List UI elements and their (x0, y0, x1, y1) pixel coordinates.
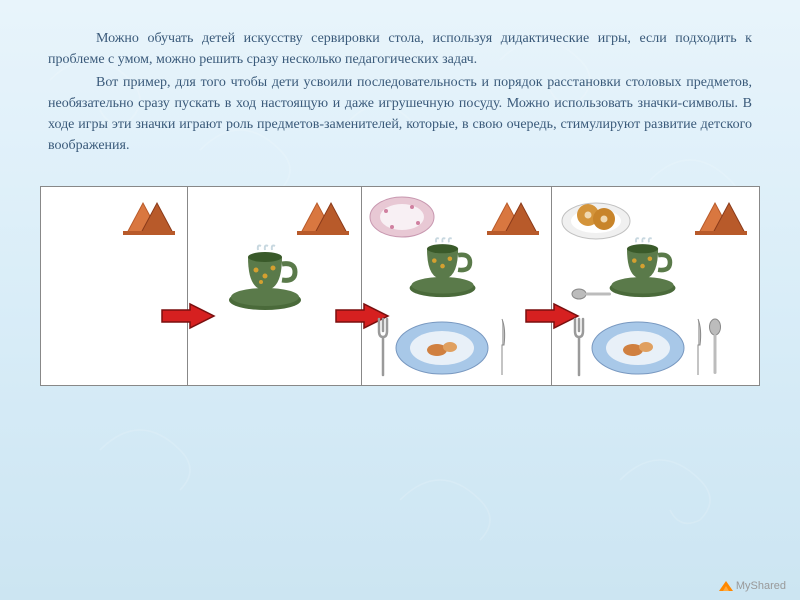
fork-icon (572, 317, 586, 379)
teacup-icon (404, 235, 482, 299)
spoon-small-icon (570, 287, 614, 301)
table-setting-diagram (40, 186, 760, 386)
step-4 (552, 187, 759, 385)
napkin-icon (483, 197, 543, 235)
main-plate-icon (392, 317, 492, 379)
fork-icon (376, 317, 390, 379)
arrow-icon (160, 302, 216, 330)
step-2 (188, 187, 361, 385)
teacup-icon (223, 242, 308, 312)
knife-icon (496, 317, 508, 379)
napkin-icon (119, 197, 179, 235)
paragraph-1: Можно обучать детей искусству сервировки… (48, 28, 752, 70)
spoon-icon (708, 317, 722, 379)
napkin-icon (293, 197, 353, 235)
step-1 (41, 187, 188, 385)
step-3 (362, 187, 553, 385)
knife-icon (692, 317, 704, 379)
napkin-icon (691, 197, 751, 235)
main-text: Можно обучать детей искусству сервировки… (0, 0, 800, 174)
watermark: MyShared (719, 580, 786, 592)
small-plate-icon (368, 193, 436, 241)
paragraph-2: Вот пример, для того чтобы дети усвоили … (48, 72, 752, 156)
main-plate-icon (588, 317, 688, 379)
teacup-icon (604, 235, 682, 299)
